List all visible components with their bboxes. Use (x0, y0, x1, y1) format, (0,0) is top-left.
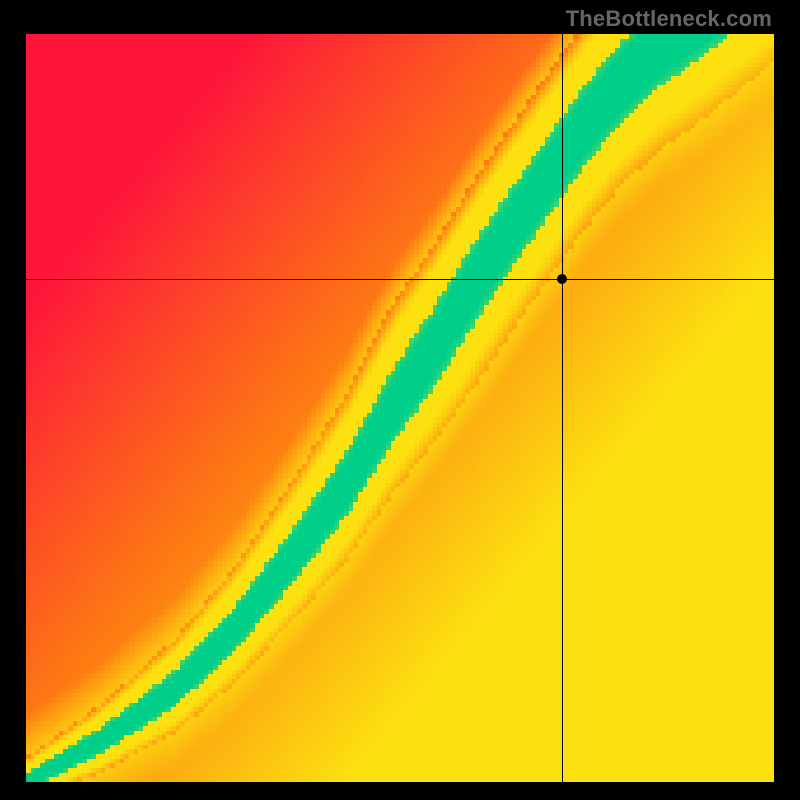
bottleneck-heatmap (26, 34, 774, 782)
crosshair-vertical (562, 34, 563, 782)
crosshair-horizontal (26, 279, 774, 280)
attribution-label: TheBottleneck.com (566, 6, 772, 32)
crosshair-marker (557, 274, 567, 284)
plot-area (26, 34, 774, 782)
root: TheBottleneck.com (0, 0, 800, 800)
